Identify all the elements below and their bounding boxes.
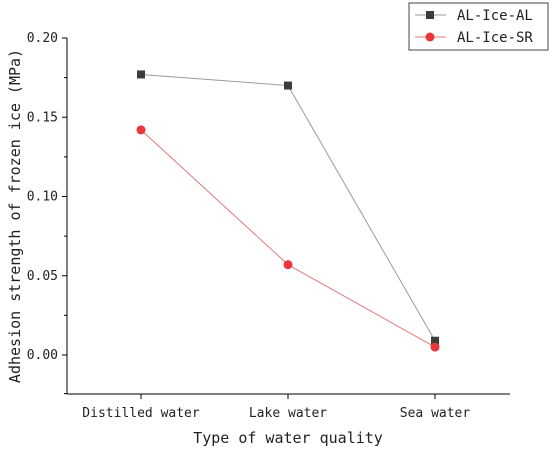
y-tick-label: 0.00 xyxy=(27,348,58,363)
data-point-circle xyxy=(430,342,440,352)
series-line-0 xyxy=(140,73,436,341)
x-tick-label: Lake water xyxy=(249,406,327,421)
data-point-square xyxy=(284,81,292,90)
x-axis-title: Type of water quality xyxy=(193,429,383,447)
y-axis-title: Adhesion strength of frozen ice (MPa) xyxy=(6,49,24,383)
data-point-circle xyxy=(136,125,146,135)
data-point-square xyxy=(431,336,439,345)
legend-marker-square-icon xyxy=(426,11,434,19)
x-tick-label: Distilled water xyxy=(82,406,200,421)
y-ticks: 0.00 0.05 0.10 0.15 0.20 xyxy=(27,31,67,395)
legend-box xyxy=(408,2,549,51)
y-tick-label: 0.20 xyxy=(27,31,58,46)
y-tick-label: 0.05 xyxy=(27,269,58,284)
legend-label-al: AL-Ice-AL xyxy=(457,8,533,24)
x-ticks: Distilled water Lake water Sea water xyxy=(82,394,470,421)
series-line-1 xyxy=(140,129,436,348)
data-point-square xyxy=(137,70,145,79)
legend-label-sr: AL-Ice-SR xyxy=(457,30,533,46)
y-tick-label: 0.15 xyxy=(27,110,58,125)
legend-marker-circle-icon xyxy=(425,32,435,42)
legend: AL-Ice-AL AL-Ice-SR xyxy=(408,2,549,51)
data-point-circle xyxy=(283,260,293,270)
y-tick-label: 0.10 xyxy=(27,190,58,205)
series-layer xyxy=(136,70,440,352)
x-tick-label: Sea water xyxy=(400,406,471,421)
